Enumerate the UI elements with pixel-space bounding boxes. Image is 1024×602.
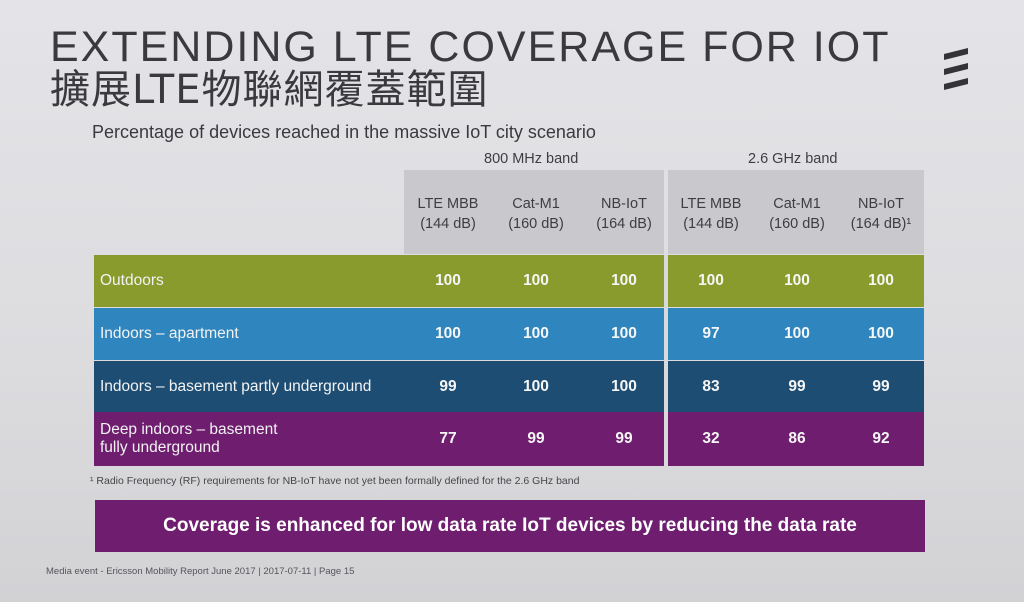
band-header-2-6ghz: 2.6 GHz band <box>748 151 838 167</box>
row-label: Indoors – apartment <box>100 325 239 342</box>
row-label: Deep indoors – basement fully undergroun… <box>100 421 278 456</box>
column-header: Cat-M1 (160 dB) <box>769 196 825 232</box>
table-row-apartment: Indoors – apartment 100 100 100 97 100 1… <box>94 308 924 360</box>
footnote: ¹ Radio Frequency (RF) requirements for … <box>90 475 580 487</box>
header-group-800mhz <box>404 170 664 254</box>
table-cell: 97 <box>702 325 720 342</box>
table-cell: 100 <box>868 325 894 342</box>
table-cell: 100 <box>784 272 810 289</box>
band-header-800mhz: 800 MHz band <box>484 151 579 167</box>
table-cell: 100 <box>435 272 461 289</box>
column-header: LTE MBB (144 dB) <box>680 196 742 232</box>
column-header: NB-IoT (164 dB) <box>596 196 652 232</box>
ericsson-logo-icon <box>944 48 968 90</box>
table-cell: 100 <box>868 272 894 289</box>
table-cell: 100 <box>611 272 637 289</box>
table-caption: Percentage of devices reached in the mas… <box>92 122 596 142</box>
column-header: LTE MBB (144 dB) <box>417 196 479 232</box>
table-cell: 99 <box>872 378 890 395</box>
table-row-outdoors: Outdoors 100 100 100 100 100 100 <box>94 255 924 307</box>
row-label: Indoors – basement partly underground <box>100 378 372 395</box>
table-cell: 100 <box>523 325 549 342</box>
column-header: NB-IoT (164 dB)¹ <box>850 196 912 232</box>
table-row-deep-indoors: Deep indoors – basement fully undergroun… <box>94 412 924 466</box>
table-cell: 99 <box>615 430 633 447</box>
slide-title-chinese: 擴展LTE物聯網覆蓋範圍 <box>50 67 489 113</box>
table-cell: 100 <box>611 325 637 342</box>
table-cell: 83 <box>702 378 720 395</box>
table-cell: 100 <box>784 325 810 342</box>
slide-footer: Media event - Ericsson Mobility Report J… <box>46 566 355 577</box>
table-cell: 86 <box>788 430 806 447</box>
row-label: Outdoors <box>100 272 164 289</box>
table-cell: 100 <box>523 272 549 289</box>
conclusion-banner: Coverage is enhanced for low data rate I… <box>95 500 925 552</box>
table-cell: 99 <box>527 430 545 447</box>
table-cell: 100 <box>698 272 724 289</box>
table-cell: 100 <box>523 378 549 395</box>
table-row-basement: Indoors – basement partly underground 99… <box>94 361 924 413</box>
table-cell: 77 <box>439 430 457 447</box>
slide-title: EXTENDING LTE COVERAGE FOR IOT <box>50 23 891 71</box>
table-cell: 32 <box>702 430 720 447</box>
table-cell: 100 <box>611 378 637 395</box>
header-group-2-6ghz <box>668 170 924 254</box>
band-divider <box>664 255 668 466</box>
table-cell: 100 <box>435 325 461 342</box>
column-header: Cat-M1 (160 dB) <box>508 196 564 232</box>
table-cell: 92 <box>872 430 890 447</box>
table-cell: 99 <box>439 378 457 395</box>
table-cell: 99 <box>788 378 806 395</box>
